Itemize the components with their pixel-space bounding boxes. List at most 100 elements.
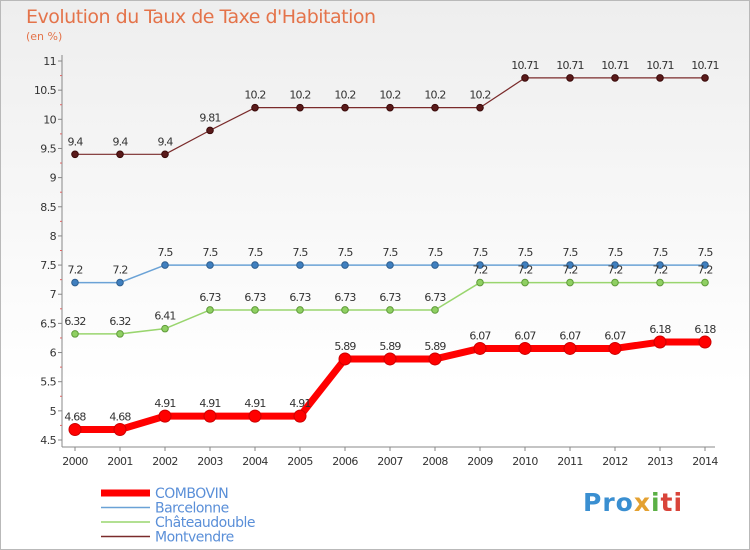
data-point bbox=[71, 150, 79, 159]
series-group bbox=[68, 74, 712, 437]
data-point bbox=[656, 261, 664, 269]
x-tick-label: 2013 bbox=[647, 455, 673, 468]
y-tick-label: 8.5 bbox=[40, 201, 56, 214]
x-tick-label: 2006 bbox=[332, 455, 358, 468]
data-point bbox=[701, 278, 709, 287]
data-point bbox=[341, 261, 349, 269]
x-tick-label: 2011 bbox=[557, 455, 583, 468]
x-tick-label: 2007 bbox=[377, 455, 403, 468]
data-label: 10.2 bbox=[379, 89, 400, 102]
data-point bbox=[611, 261, 619, 269]
data-point bbox=[701, 261, 709, 269]
legend-label: Barcelonne bbox=[155, 501, 229, 517]
data-point bbox=[251, 261, 259, 269]
data-label: 6.18 bbox=[694, 323, 716, 336]
x-tick-label: 2014 bbox=[692, 455, 718, 468]
x-tick-label: 2010 bbox=[512, 455, 538, 468]
logo-part-1: Pro bbox=[583, 488, 634, 517]
data-label: 10.71 bbox=[691, 59, 719, 72]
data-point bbox=[431, 261, 439, 269]
x-tick-label: 2008 bbox=[422, 455, 448, 468]
data-point bbox=[71, 278, 79, 287]
legend-label: Châteaudouble bbox=[155, 515, 255, 531]
data-point bbox=[566, 261, 574, 269]
data-point bbox=[161, 261, 169, 269]
data-label: 7.5 bbox=[202, 246, 218, 259]
data-label: 6.73 bbox=[244, 291, 266, 304]
data-label: 10.71 bbox=[646, 59, 674, 72]
data-point bbox=[566, 74, 574, 82]
data-point bbox=[161, 324, 169, 333]
data-label: 4.68 bbox=[64, 411, 86, 424]
chart-title: Evolution du Taux de Taxe d'Habitation bbox=[26, 6, 376, 28]
y-tick-label: 7.5 bbox=[40, 259, 56, 272]
data-point bbox=[611, 278, 619, 287]
data-point bbox=[296, 261, 304, 269]
data-label: 7.5 bbox=[337, 246, 353, 259]
data-label: 9.81 bbox=[199, 111, 220, 124]
data-label: 6.07 bbox=[604, 329, 626, 342]
data-point bbox=[338, 352, 352, 366]
data-point bbox=[563, 341, 577, 355]
y-tick-label: 5.5 bbox=[40, 376, 56, 389]
data-point bbox=[341, 306, 349, 314]
data-point bbox=[383, 352, 397, 366]
y-tick-label: 11 bbox=[43, 55, 56, 68]
y-tick-label: 6.5 bbox=[40, 317, 56, 330]
data-point bbox=[251, 103, 259, 112]
data-label: 7.5 bbox=[472, 246, 488, 259]
logo-part-2: x bbox=[633, 488, 651, 517]
data-label: 4.91 bbox=[244, 397, 265, 410]
legend: COMBOVINBarcelonneChâteaudoubleMontvendr… bbox=[101, 486, 256, 546]
data-point bbox=[473, 341, 487, 355]
data-label: 7.5 bbox=[607, 246, 623, 259]
data-point bbox=[521, 261, 529, 269]
data-label: 6.41 bbox=[154, 310, 175, 323]
data-point bbox=[203, 409, 217, 423]
data-point bbox=[341, 103, 349, 112]
data-label: 7.5 bbox=[427, 246, 443, 259]
x-tick-label: 2012 bbox=[602, 455, 628, 468]
logo-part-4: ti bbox=[660, 488, 684, 517]
data-point bbox=[476, 278, 484, 287]
data-point bbox=[206, 126, 214, 135]
data-label: 10.71 bbox=[511, 59, 539, 72]
y-tick-label: 10.5 bbox=[34, 84, 57, 97]
legend-label: Montvendre bbox=[155, 530, 234, 546]
data-label: 6.73 bbox=[379, 291, 401, 304]
data-label: 10.71 bbox=[556, 59, 584, 72]
data-label: 7.5 bbox=[292, 246, 308, 259]
data-label: 5.89 bbox=[334, 340, 356, 353]
y-tick-label: 4.5 bbox=[40, 434, 56, 447]
data-label: 4.91 bbox=[199, 397, 220, 410]
data-label: 6.07 bbox=[514, 329, 536, 342]
x-ticks: 2000 2001 2002 2003 2004 2005 2006 2007 2008 2009… bbox=[62, 447, 719, 468]
data-label: 9.4 bbox=[67, 135, 83, 148]
proxiti-logo: Proxiti bbox=[583, 488, 683, 517]
data-label: 6.18 bbox=[649, 323, 671, 336]
y-tick-label: 7 bbox=[50, 288, 57, 301]
data-label: 10.2 bbox=[289, 89, 310, 102]
data-label: 7.5 bbox=[382, 246, 398, 259]
x-tick-label: 2003 bbox=[197, 455, 223, 468]
x-tick-label: 2004 bbox=[242, 455, 268, 468]
data-label: 9.4 bbox=[157, 135, 173, 148]
data-point bbox=[116, 150, 124, 159]
data-point bbox=[71, 330, 79, 338]
y-tick-label: 5 bbox=[50, 405, 57, 418]
data-point bbox=[161, 150, 169, 159]
data-point bbox=[476, 261, 484, 269]
data-point bbox=[428, 352, 442, 366]
data-point bbox=[566, 278, 574, 287]
x-tick-label: 2009 bbox=[467, 455, 493, 468]
data-label: 7.5 bbox=[157, 246, 173, 259]
y-tick-label: 8 bbox=[50, 230, 57, 243]
data-label: 10.2 bbox=[244, 89, 265, 102]
data-label: 7.2 bbox=[472, 264, 487, 277]
data-label: 6.73 bbox=[199, 291, 221, 304]
data-point bbox=[386, 261, 394, 269]
y-tick-label: 6 bbox=[50, 347, 57, 360]
data-label: 7.2 bbox=[652, 264, 667, 277]
data-point bbox=[248, 409, 262, 423]
data-label: 4.68 bbox=[109, 411, 131, 424]
